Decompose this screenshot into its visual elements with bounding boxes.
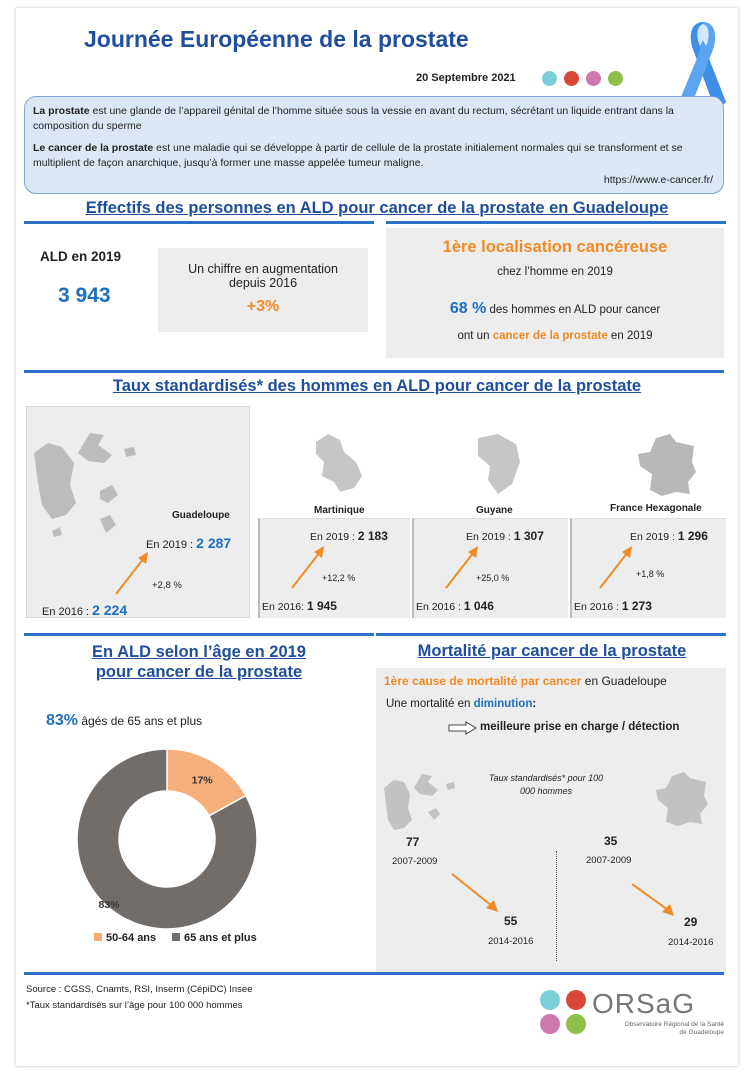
divider [24,221,374,224]
region-2019: En 2019 : 1 307 [466,529,544,543]
divider [556,851,557,961]
legend-item: 65 ans et plus [172,932,257,944]
mortalite-cause: 1ère cause de mortalité par cancer en Gu… [384,674,667,688]
orsag-logo-subtitle: Observatoire Régional de la Santé de Gua… [624,1021,724,1036]
martinique-map-icon [316,434,362,492]
fr-mortality-1: 35 [604,834,618,848]
guadeloupe-map-icon [384,774,455,830]
donut-label: 17% [192,775,214,787]
section-title-age: En ALD selon l’âge en 2019 pour cancer d… [92,643,306,681]
donut-label: 83% [98,899,120,911]
trend-arrow-icon [631,883,674,916]
gp-mortality-2: 55 [504,914,518,928]
trend-arrow-icon [291,546,324,589]
region-name: France Hexagonale [610,503,702,514]
ald-label: ALD en 2019 [40,249,122,264]
france-map-icon [656,772,708,826]
region-2016: En 2016 : 2 224 [42,602,128,618]
section-title-mortalite: Mortalité par cancer de la prostate [417,642,687,660]
gp-period-1: 2007-2009 [392,856,438,867]
decorative-dot [586,71,601,86]
region-panel-guyane [412,518,568,618]
intro-box: La prostate est une glande de l’appareil… [24,96,724,194]
france-map-icon [638,434,696,496]
mortalite-trend: Une mortalité en diminution: [386,698,537,710]
region-change: +25,0 % [476,573,510,583]
region-2019: En 2019 : 2 287 [146,535,232,551]
ribbon-icon [678,22,726,114]
region-name: Martinique [314,505,365,516]
divider [24,633,374,636]
trend-arrow-icon [445,546,478,589]
age-stat: 83% âgés de 65 ans et plus [46,712,203,729]
region-2019: En 2019 : 1 296 [630,529,708,543]
footer-source: Source : CGSS, Cnamts, RSI, Inserm (Cépi… [26,984,253,995]
region-change: +2,8 % [152,580,182,591]
region-2016: En 2016: 1 945 [262,599,337,613]
guadeloupe-map-icon [34,433,136,537]
ald-value: 3 943 [58,284,111,307]
increase-box: Un chiffre en augmentation depuis 2016 +… [158,248,368,332]
gp-period-2: 2014-2016 [488,936,534,947]
increase-text: Un chiffre en augmentation depuis 2016 [188,262,338,290]
decorative-dot [564,71,579,86]
legend-swatch [94,933,102,941]
footer-note: *Taux standardisés sur l’âge pour 100 00… [26,1000,243,1011]
divider [24,370,724,373]
infographic-page: Journée Européenne de la prostate 20 Sep… [16,8,738,1066]
decorative-dot [542,71,557,86]
trend-arrow-icon [115,552,148,595]
region-change: +1,8 % [636,569,665,579]
localisation-stat: 68 % des hommes en ALD pour cancer [449,300,661,317]
localisation-stat-line2: ont un cancer de la prostate en 2019 [457,330,653,342]
intro-paragraph: La prostate est une glande de l’appareil… [33,105,674,132]
section-title-taux: Taux standardisés* des hommes en ALD pou… [112,377,642,395]
localisation-box: 1ère localisation cancéreuse chez l’homm… [386,228,724,358]
decorative-dot [608,71,623,86]
divider [386,221,726,224]
orsag-logo-text: ORSaG [592,988,696,1019]
region-2016: En 2016 : 1 046 [416,599,494,613]
gp-mortality-1: 77 [406,835,420,849]
page-title: Journée Européenne de la prostate [84,26,469,52]
legend-item: 50-64 ans [94,932,156,944]
region-2019: En 2019 : 2 183 [310,529,388,543]
legend-swatch [172,933,180,941]
mortalite-reason: meilleure prise en charge / détection [480,721,680,733]
region-name: Guadeloupe [172,510,230,521]
source-link[interactable]: https://www.e-cancer.fr/ [603,174,713,186]
region-2016: En 2016 : 1 273 [574,599,652,613]
mortalite-note: Taux standardisés* pour 100 000 hommes [488,773,604,796]
arrow-right-icon [448,721,477,735]
increase-value: +3% [246,298,280,315]
region-change: +12,2 % [322,573,356,583]
region-panel-france [570,518,726,618]
section-title-effectifs: Effectifs des personnes en ALD pour canc… [85,199,669,217]
event-date: 20 Septembre 2021 [416,72,516,84]
trend-arrow-icon [451,873,498,912]
localisation-subtitle: chez l’homme en 2019 [497,266,613,278]
guyane-map-icon [478,434,520,494]
localisation-title: 1ère localisation cancéreuse [442,238,668,256]
fr-period-1: 2007-2009 [586,855,632,866]
region-panel-martinique [258,518,410,618]
orsag-logo-icon [540,990,586,1034]
divider [376,633,726,636]
trend-arrow-icon [599,546,632,589]
age-donut-chart: 17% 83% [76,748,258,930]
fr-period-2: 2014-2016 [668,937,714,948]
donut-slice [76,748,258,930]
intro-paragraph: Le cancer de la prostate est une maladie… [33,142,683,169]
divider [24,972,724,975]
region-name: Guyane [476,505,513,516]
fr-mortality-2: 29 [684,915,698,929]
